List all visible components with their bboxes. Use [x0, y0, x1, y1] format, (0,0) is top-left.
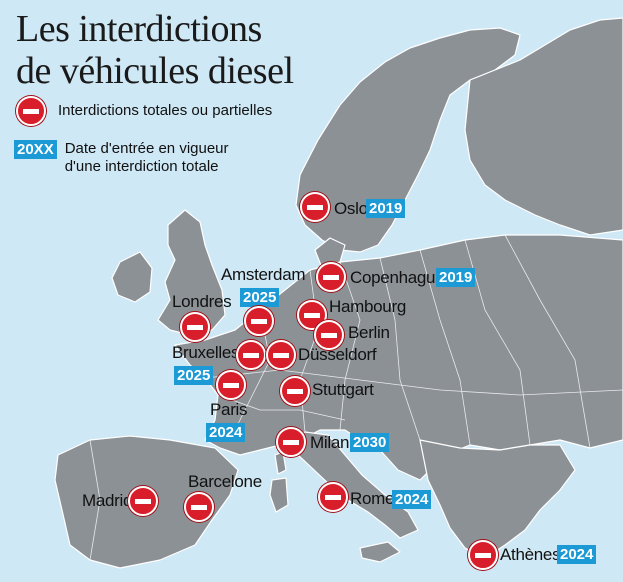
city-label-paris: Paris	[210, 400, 248, 419]
city-label-stuttgart: Stuttgart	[312, 380, 374, 399]
legend-year-label-2: d'une interdiction totale	[64, 158, 219, 175]
ban-icon	[468, 540, 498, 570]
ban-icon	[316, 262, 346, 292]
ban-icon	[244, 306, 274, 336]
city-label-berlin: Berlin	[348, 323, 390, 342]
city-label-londres: Londres	[172, 292, 232, 311]
legend-year-label-1: Date d'entrée en vigueur	[64, 140, 229, 157]
ban-icon	[276, 427, 306, 457]
year-badge-bruxelles: 2025	[174, 366, 214, 385]
city-label-copenhague: Copenhague	[350, 268, 445, 287]
ban-icon	[318, 482, 348, 512]
city-label-bruxelles: Bruxelles	[172, 343, 240, 362]
year-badge-milan: 2030	[350, 433, 390, 452]
ban-icon	[180, 312, 210, 342]
city-label-barcelone: Barcelone	[188, 472, 262, 491]
year-badge-copenhague: 2019	[436, 268, 476, 287]
legend-year: 20XX Date d'entrée en vigueur d'une inte…	[14, 140, 229, 176]
city-label-dusseldorf: Düsseldorf	[298, 345, 377, 364]
year-badge-amsterdam: 2025	[240, 288, 280, 307]
year-badge-oslo: 2019	[366, 199, 406, 218]
ban-icon	[266, 340, 296, 370]
legend-ban: Interdictions totales ou partielles	[16, 96, 273, 126]
legend-year-badge: 20XX	[14, 140, 57, 159]
ban-icon	[184, 492, 214, 522]
year-badge-paris: 2024	[206, 423, 246, 442]
city-label-hambourg: Hambourg	[329, 297, 406, 316]
title-line-1: Les interdictions	[16, 8, 262, 50]
year-badge-athenes: 2024	[557, 545, 597, 564]
city-label-amsterdam: Amsterdam	[221, 265, 306, 284]
ban-icon	[314, 320, 344, 350]
city-label-athenes: Athènes	[500, 545, 561, 564]
city-label-oslo: Oslo	[334, 199, 368, 218]
ban-icon	[16, 96, 46, 126]
city-label-milan: Milan	[310, 433, 350, 452]
map-title: Les interdictions de véhicules diesel	[16, 8, 294, 92]
legend-ban-label: Interdictions totales ou partielles	[58, 102, 273, 119]
ban-icon	[300, 192, 330, 222]
ban-icon	[216, 370, 246, 400]
title-line-2: de véhicules diesel	[16, 50, 294, 92]
city-label-rome: Rome	[350, 489, 395, 508]
year-badge-rome: 2024	[392, 490, 432, 509]
ban-icon	[280, 376, 310, 406]
ban-icon	[236, 340, 266, 370]
city-label-madrid: Madrid	[82, 491, 133, 510]
ban-icon	[128, 486, 158, 516]
